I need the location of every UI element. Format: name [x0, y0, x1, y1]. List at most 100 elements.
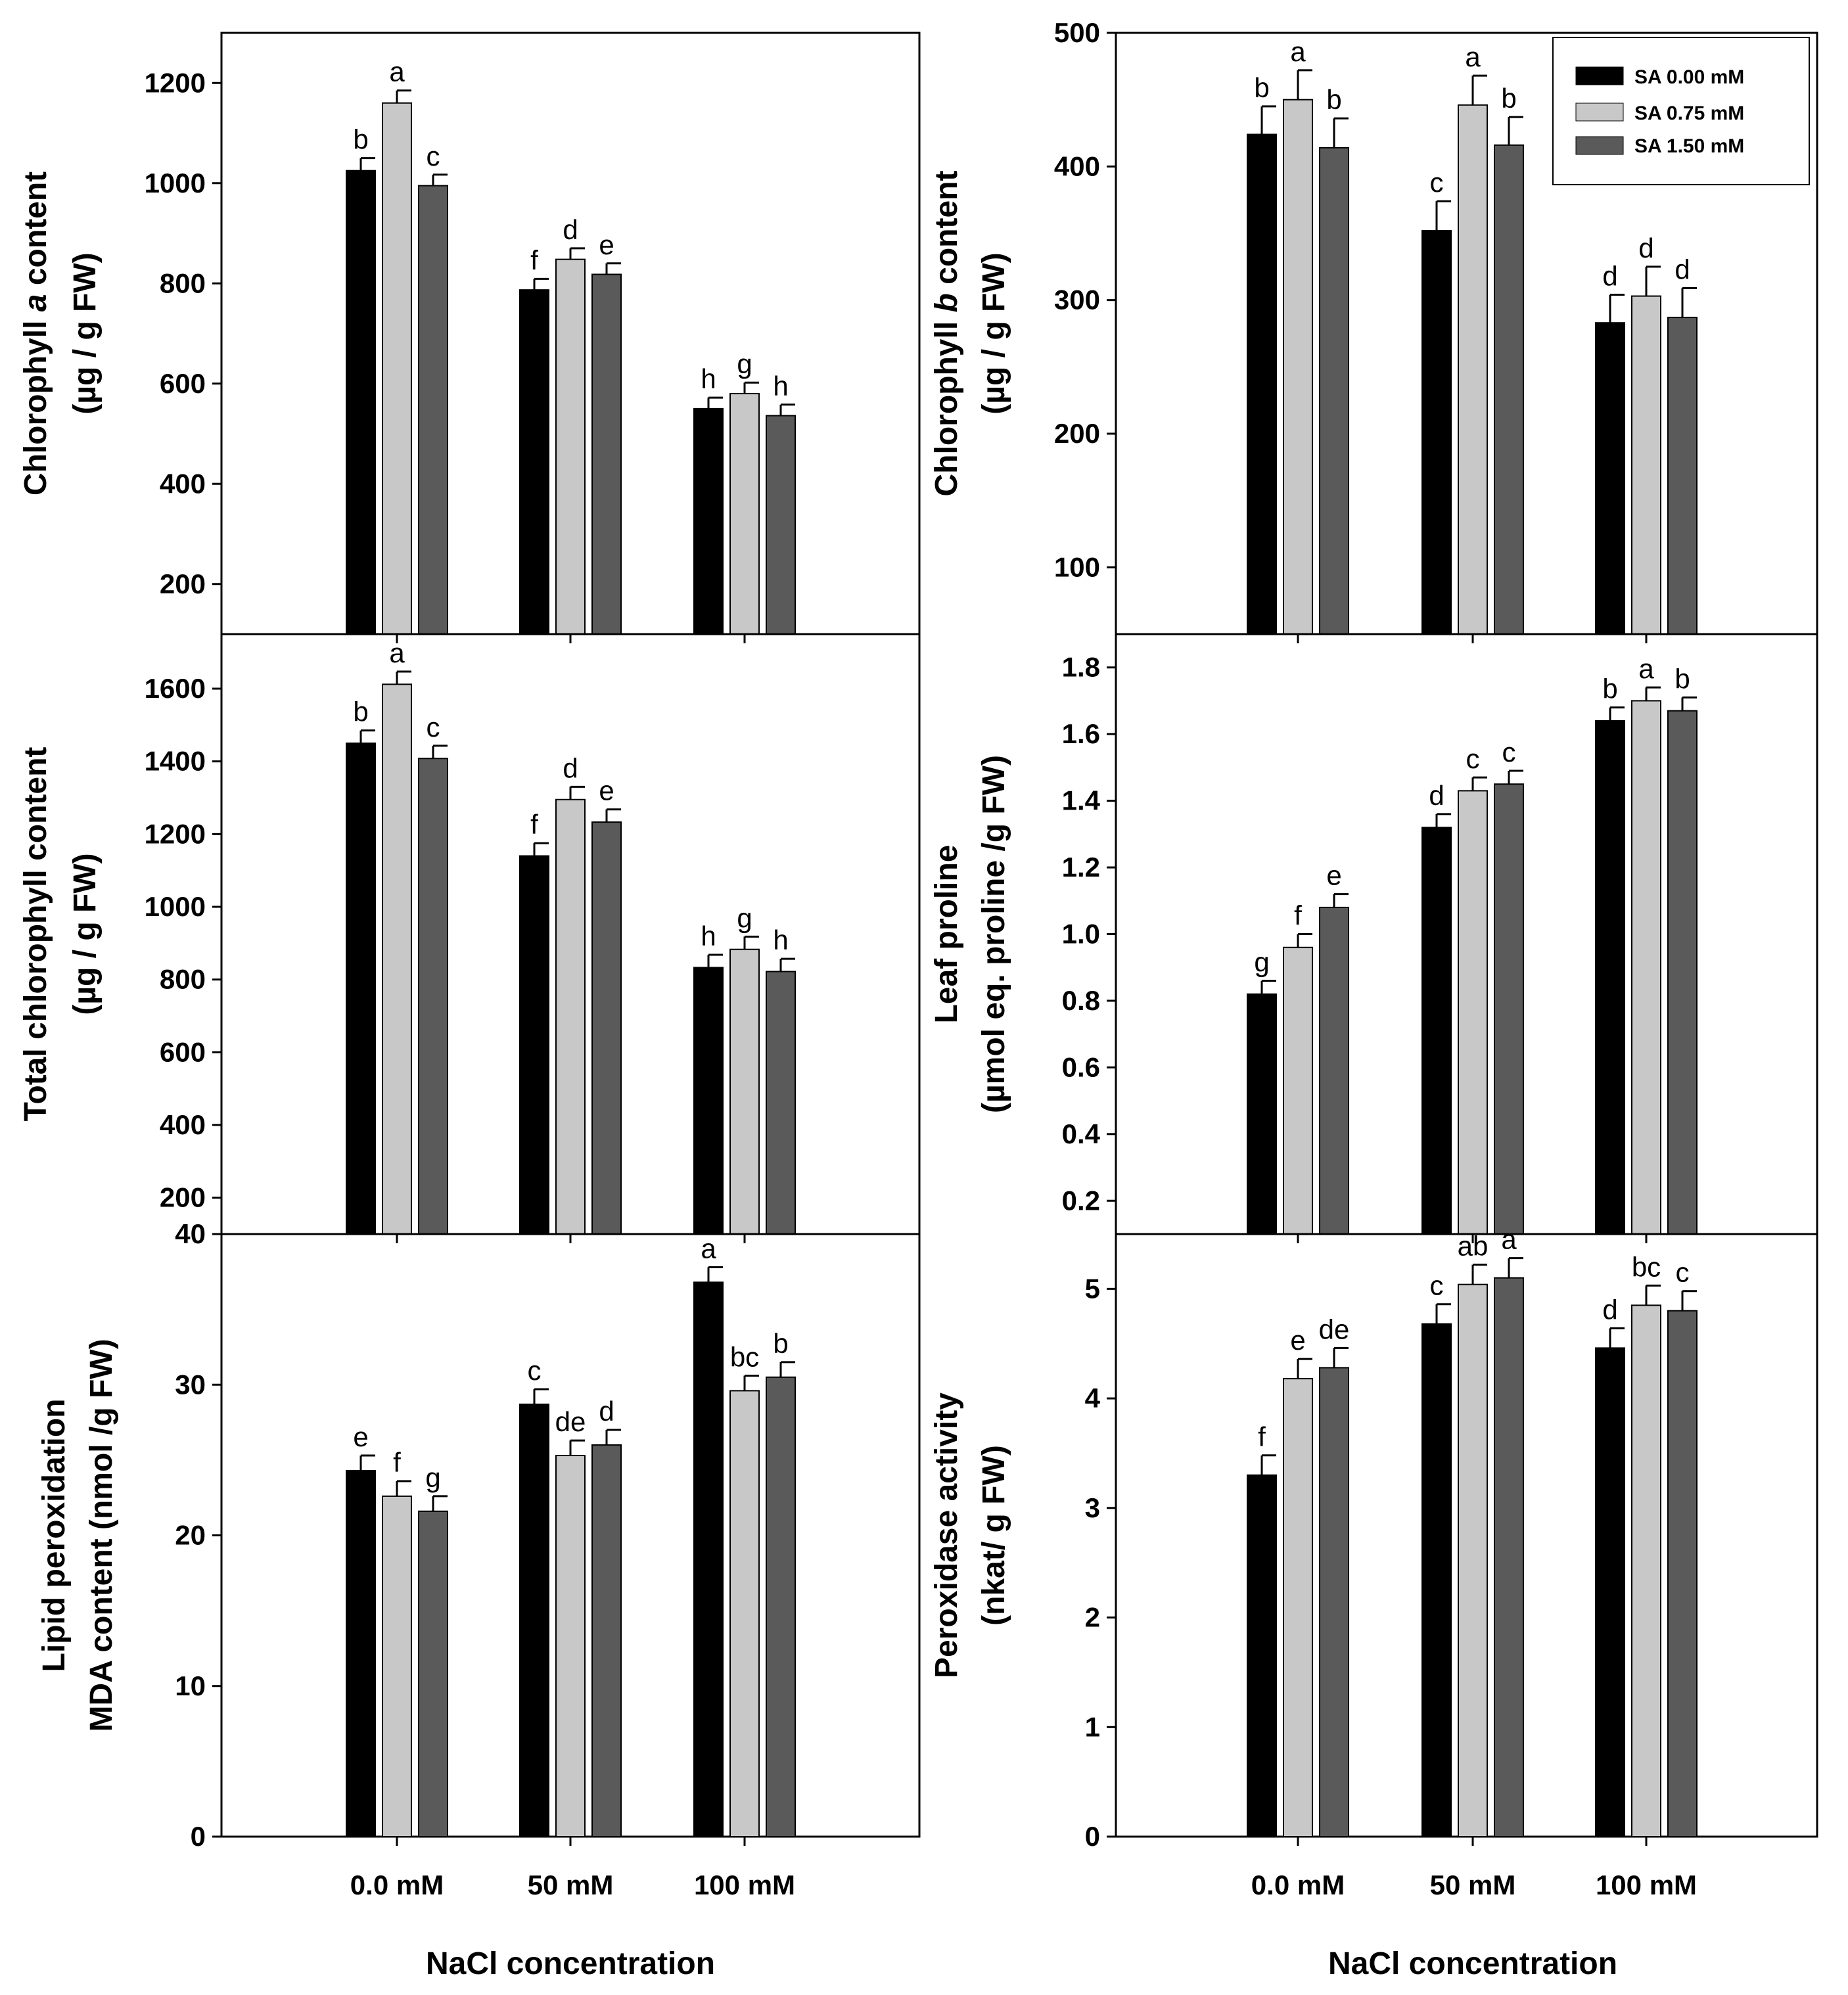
y-tick-label: 0: [1085, 1821, 1100, 1852]
significance-letter: b: [1254, 72, 1269, 103]
significance-letter: b: [353, 124, 368, 155]
y-axis-title: (µg / g FW): [977, 252, 1011, 414]
significance-letter: a: [1290, 36, 1306, 67]
significance-letter: c: [1676, 1257, 1690, 1288]
bar: [1595, 322, 1625, 635]
bar: [1494, 783, 1524, 1235]
y-tick-label: 40: [175, 1218, 206, 1249]
y-tick-label: 500: [1054, 17, 1100, 48]
significance-letter: b: [1326, 84, 1341, 115]
panel-chlorophyll-a: Chlorophyll a content (µg / g FW) 200 400 6…: [18, 32, 921, 643]
y-tick-label: 1000: [145, 891, 206, 922]
y-tick-label: 1600: [145, 673, 206, 704]
significance-letter: f: [530, 809, 538, 840]
y-tick-label: 1.2: [1062, 852, 1100, 883]
significance-letter: c: [1502, 737, 1516, 768]
y-tick-label: 0.8: [1062, 985, 1100, 1016]
bar: [693, 1281, 724, 1837]
panel-lipid-peroxidation: Lipid peroxidation MDA content (nmol /g F…: [37, 1218, 921, 1981]
bar: [729, 1390, 760, 1837]
y-tick-label: 20: [175, 1520, 206, 1551]
legend-label-sa-0-00: SA 0.00 mM: [1634, 66, 1744, 88]
significance-letter: h: [701, 921, 716, 952]
y-tick-label: 400: [160, 1109, 206, 1140]
significance-letter: e: [1290, 1325, 1305, 1356]
significance-letter: e: [599, 229, 614, 260]
y-tick-label: 2: [1085, 1602, 1100, 1633]
significance-letter: g: [737, 902, 752, 933]
bar: [1283, 99, 1313, 635]
significance-letter: de: [1319, 1314, 1350, 1344]
y-axis-title: (µmol eq. proline /g FW): [977, 755, 1011, 1113]
x-axis-title: NaCl concentration: [426, 1946, 715, 1981]
x-tick-label: 0.0 mM: [350, 1869, 444, 1900]
x-tick-label: 100 mM: [1596, 1869, 1697, 1900]
bar: [766, 415, 796, 635]
bar: [346, 743, 376, 1235]
bar: [1631, 295, 1661, 635]
y-tick-label: 200: [1054, 418, 1100, 449]
y-tick-label: 200: [160, 568, 206, 599]
significance-letter: bc: [1632, 1251, 1661, 1282]
y-tick-label: 800: [160, 964, 206, 995]
bar: [382, 683, 412, 1235]
significance-letter: a: [1638, 653, 1654, 684]
bar: [1458, 104, 1488, 635]
bar: [1247, 133, 1277, 635]
bar: [519, 1404, 549, 1837]
bar: [418, 758, 448, 1235]
y-tick-label: 100: [1054, 551, 1100, 582]
significance-letter: h: [773, 925, 788, 955]
legend: SA 0.00 mM SA 0.75 mM SA 1.50 mM: [1552, 37, 1810, 185]
bar: [591, 1444, 622, 1837]
significance-letter: a: [701, 1233, 716, 1264]
bar: [346, 1469, 376, 1838]
y-tick-label: 1.4: [1062, 785, 1101, 816]
bar: [1458, 790, 1488, 1235]
bar: [693, 967, 724, 1235]
bar: [591, 273, 622, 635]
bar: [1631, 700, 1661, 1235]
y-axis-title: Lipid peroxidation: [37, 1399, 72, 1672]
bar: [693, 407, 724, 635]
y-tick-label: 1200: [145, 818, 206, 849]
significance-letter: d: [1675, 254, 1690, 285]
bar: [346, 170, 376, 635]
y-axis-title: Leaf proline: [929, 844, 964, 1023]
y-axis-title: Chlorophyll a content: [18, 172, 53, 495]
significance-letter: d: [599, 1396, 614, 1427]
significance-letter: h: [701, 363, 716, 394]
bar: [1319, 906, 1349, 1235]
y-tick-label: 3: [1085, 1492, 1100, 1523]
significance-letter: b: [353, 697, 368, 727]
significance-letter: d: [563, 214, 578, 245]
bar: [1283, 1378, 1313, 1838]
bar: [729, 948, 760, 1235]
significance-letter: d: [1638, 233, 1653, 264]
bar: [1595, 1347, 1625, 1838]
significance-letter: c: [1430, 1270, 1444, 1301]
bar: [1631, 1304, 1661, 1837]
significance-letter: b: [1602, 674, 1617, 704]
bar: [519, 289, 549, 635]
significance-letter: c: [427, 141, 440, 172]
y-tick-label: 0.2: [1062, 1185, 1100, 1216]
y-tick-label: 1000: [145, 168, 206, 198]
significance-letter: de: [555, 1406, 586, 1437]
y-tick-label: 600: [160, 1036, 206, 1067]
significance-letter: bc: [730, 1341, 759, 1372]
bar: [591, 821, 622, 1235]
significance-letter: e: [353, 1421, 368, 1452]
bar: [1494, 144, 1524, 635]
y-tick-label: 800: [160, 267, 206, 298]
significance-letter: f: [1294, 900, 1302, 931]
bar: [766, 1376, 796, 1838]
significance-letter: d: [1602, 261, 1617, 292]
y-tick-label: 400: [1054, 150, 1100, 181]
significance-letter: g: [425, 1462, 440, 1493]
bar: [1494, 1277, 1524, 1837]
significance-letter: e: [599, 775, 614, 806]
y-tick-label: 10: [175, 1670, 206, 1701]
y-tick-label: 0.4: [1062, 1118, 1101, 1149]
